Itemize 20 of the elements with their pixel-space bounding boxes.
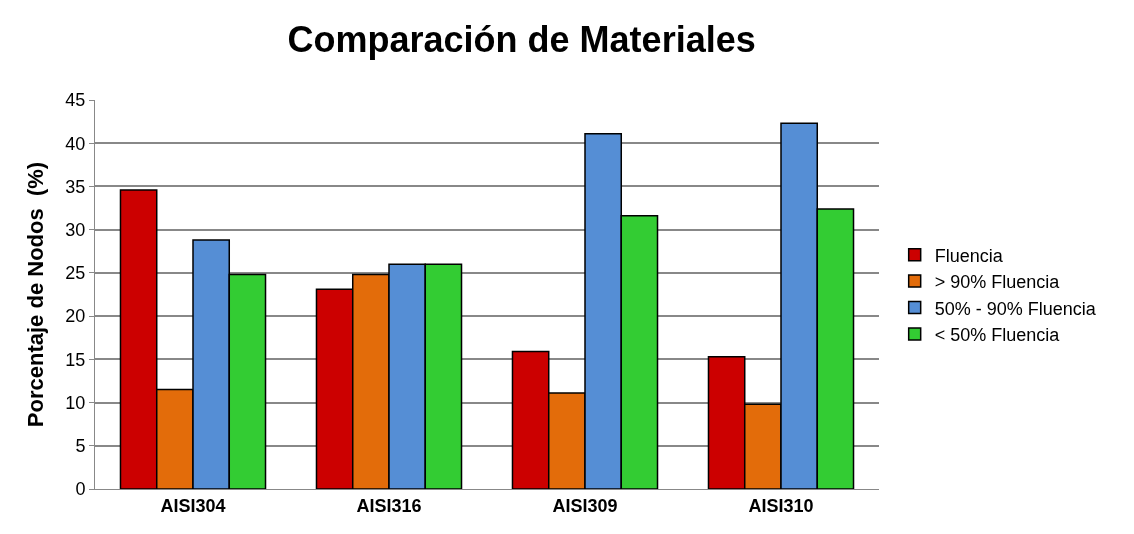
y-tick-label: 30 <box>65 219 86 240</box>
x-tick-label: AISI309 <box>552 495 618 516</box>
y-tick-label: 40 <box>65 133 86 154</box>
y-tick-label: 45 <box>65 90 86 111</box>
y-tick-label: 15 <box>65 349 86 370</box>
x-tick-label: AISI316 <box>356 495 422 516</box>
x-tick-label: AISI310 <box>748 495 814 516</box>
legend-label: Fluencia <box>934 245 1004 266</box>
y-tick-label: 0 <box>75 479 86 500</box>
y-tick-label: 35 <box>65 176 86 197</box>
legend-label: < 50% Fluencia <box>934 324 1061 345</box>
y-axis-title: Porcentaje de Nodos (%) <box>23 161 49 428</box>
legend-label: > 90% Fluencia <box>934 272 1061 293</box>
y-tick-label: 20 <box>65 306 86 327</box>
y-tick-label: 25 <box>65 263 86 284</box>
legend-label: 50% - 90% Fluencia <box>934 298 1097 319</box>
y-tick-label: 10 <box>65 392 86 413</box>
x-tick-label: AISI304 <box>160 495 226 516</box>
y-tick-label: 5 <box>75 436 86 457</box>
chart-title: Comparación de Materiales <box>287 18 756 60</box>
